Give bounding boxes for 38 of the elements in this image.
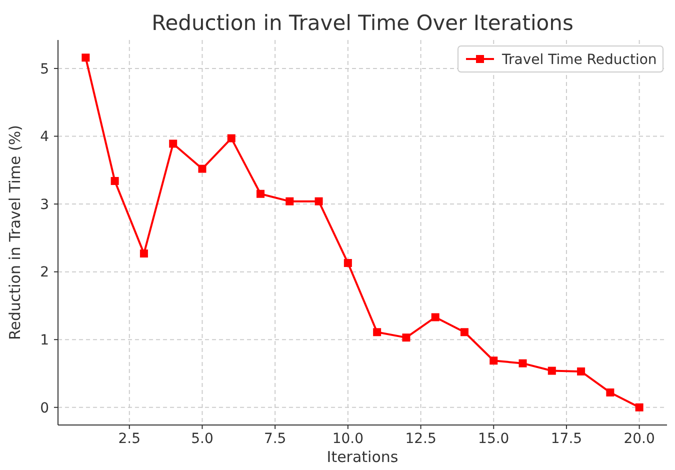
y-tick-label: 1 <box>40 332 49 348</box>
y-axis-title: Reduction in Travel Time (%) <box>6 125 24 340</box>
point <box>606 388 614 396</box>
point <box>518 359 527 368</box>
point <box>198 164 206 173</box>
legend-label: Travel Time Reduction <box>501 52 657 68</box>
point <box>402 334 410 342</box>
point <box>256 190 265 198</box>
y-tick-label: 4 <box>40 129 50 146</box>
point <box>431 313 440 322</box>
point <box>577 367 586 376</box>
point <box>314 197 323 206</box>
point <box>490 356 498 365</box>
point <box>344 259 352 267</box>
x-tick-label: 2.5 <box>118 431 141 447</box>
x-tick-label: 12.5 <box>405 431 436 447</box>
x-tick-label: 15.0 <box>478 431 510 447</box>
point <box>548 366 556 375</box>
x-tick-label: 17.5 <box>550 431 582 447</box>
y-tick-label: 3 <box>40 196 49 213</box>
y-tick-label: 5 <box>40 61 49 78</box>
point <box>140 250 148 258</box>
x-axis-title: Iterations <box>326 448 398 466</box>
point <box>110 176 119 185</box>
point <box>169 140 178 148</box>
x-tick-label: 5.0 <box>191 431 214 447</box>
x-tick-label: 7.5 <box>264 431 286 447</box>
point <box>373 328 382 336</box>
point <box>286 197 294 206</box>
y-tick-label: 0 <box>40 400 49 416</box>
point <box>82 54 90 62</box>
point <box>227 134 236 142</box>
y-tick-label: 2 <box>40 264 49 281</box>
x-tick-label: 10.0 <box>332 431 364 447</box>
point <box>460 328 468 336</box>
x-tick-label: 20.0 <box>624 431 655 447</box>
point <box>635 403 644 412</box>
chart-title: Reduction in Travel Time Over Iterations <box>152 11 574 35</box>
